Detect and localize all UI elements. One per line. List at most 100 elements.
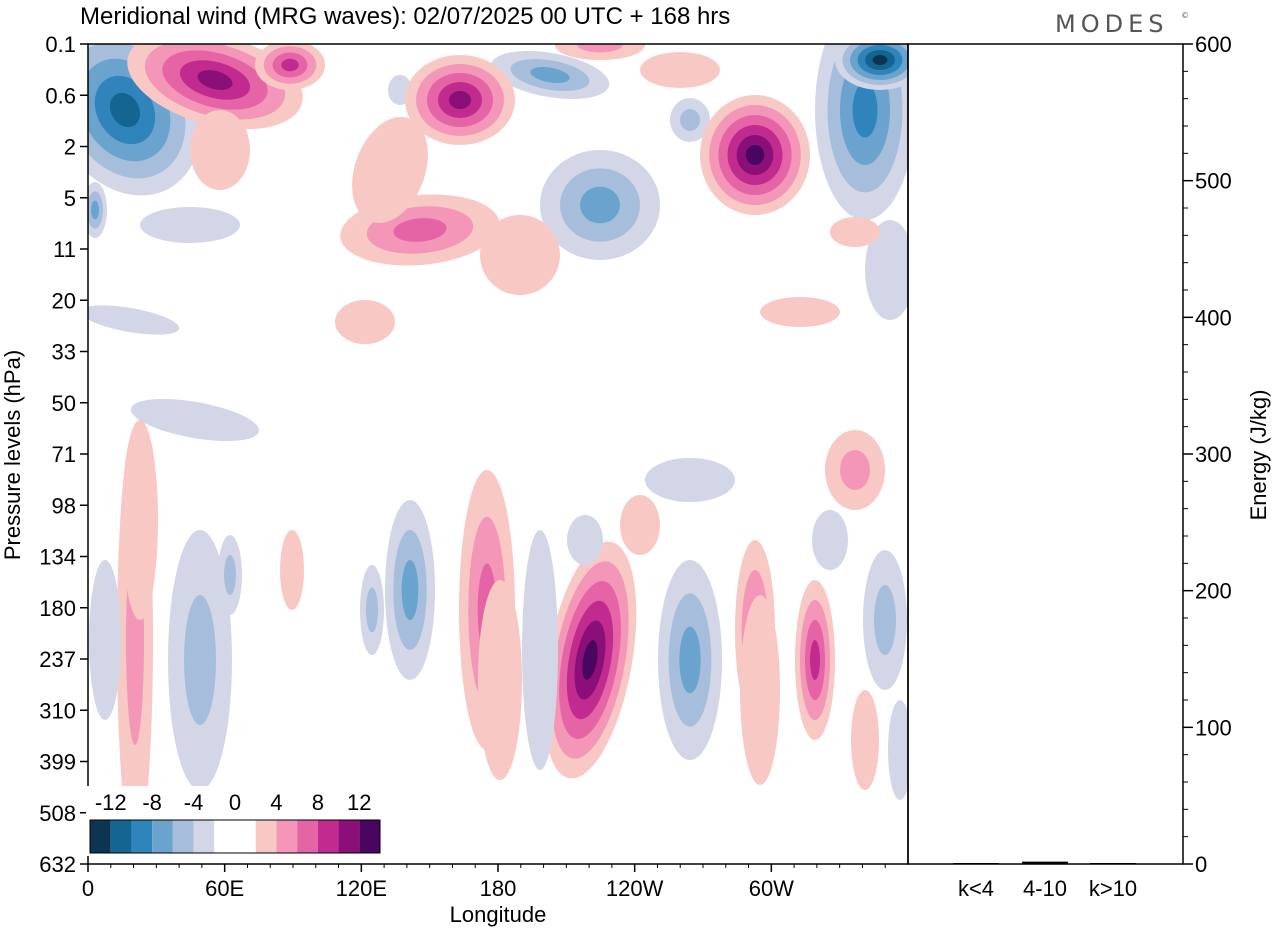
energy-panel: 0 100 200 300 400 500 600 k<4 4-10 k>10 Energy (…: [907, 32, 1271, 901]
neg-contour: [218, 535, 242, 615]
pos-contour: [280, 530, 304, 610]
neg-contour: [89, 560, 121, 720]
colorbar-cells: [89, 819, 381, 854]
neg-contour: [168, 530, 232, 790]
neg-contour: [658, 560, 722, 760]
pos-contour-level: [122, 420, 158, 620]
pos-contour: [335, 300, 395, 344]
colorbar-cell: [276, 820, 298, 853]
neg-contour: [865, 220, 908, 320]
pos-contour-level: [830, 217, 880, 247]
energy-category-label: k<4: [958, 876, 994, 901]
colorbar-cell: [359, 820, 380, 853]
y-tick-label: 71: [52, 442, 76, 467]
pos-contour-level: [335, 300, 395, 344]
neg-contour: [812, 510, 848, 570]
neg-contour-level: [680, 109, 700, 131]
pos-contour: [543, 541, 637, 779]
neg-contour-level: [140, 207, 240, 243]
energy-tick-label: 0: [1195, 852, 1207, 877]
colorbar-cell: [235, 820, 256, 853]
neg-contour-level: [184, 595, 216, 725]
y-tick-label: 98: [52, 493, 76, 518]
pos-contour: [405, 55, 515, 145]
x-tick-label: 180: [480, 876, 517, 901]
neg-contour: [645, 458, 735, 502]
energy-tick-label: 200: [1195, 579, 1232, 604]
energy-tick-label: 600: [1195, 32, 1232, 57]
neg-contour: [360, 565, 384, 655]
neg-contour-level: [888, 700, 908, 800]
chart-title: Meridional wind (MRG waves): 02/07/2025 …: [80, 3, 730, 30]
energy-bars: k<4 4-10 k>10: [953, 861, 1137, 901]
energy-bar: [1022, 861, 1068, 864]
neg-contour: [670, 98, 710, 142]
energy-axis: 0 100 200 300 400 500 600: [1183, 32, 1232, 877]
pos-contour-level: [577, 44, 623, 53]
neg-contour-level: [224, 555, 236, 595]
colorbar-cell: [110, 820, 132, 853]
neg-contour-level: [530, 66, 570, 84]
pos-contour: [480, 215, 560, 295]
pos-contour: [620, 495, 660, 555]
colorbar-cell: [214, 820, 235, 853]
colorbar-cell: [255, 820, 277, 853]
neg-contour: [130, 398, 260, 442]
pos-contour-level: [352, 116, 428, 224]
energy-category-label: k>10: [1089, 876, 1137, 901]
pos-contour: [478, 580, 522, 780]
neg-contour-level: [130, 398, 260, 442]
neg-contour-level: [401, 560, 419, 620]
neg-contour: [567, 515, 603, 565]
neg-contour: [385, 500, 435, 680]
y-tick-label: 20: [52, 288, 76, 313]
colorbar-label: 12: [347, 790, 371, 815]
colorbar: -12 -8 -4 0 4 8 12: [86, 786, 384, 856]
x-tick-label: 120W: [606, 876, 664, 901]
pos-contour-level: [640, 52, 720, 88]
neg-contour-level: [567, 515, 603, 565]
energy-tick-label: 400: [1195, 305, 1232, 330]
y-tick-label: 180: [39, 596, 76, 621]
pressure-axis: 0.1 0.6 2 5 11 20 33 50 71 98 134 180 237 310 399 508 63…: [39, 32, 88, 877]
neg-contour: [88, 182, 107, 238]
neg-contour-level: [812, 510, 848, 570]
neg-contour-level: [865, 220, 908, 320]
neg-contour: [540, 150, 660, 260]
pos-contour-level: [480, 215, 560, 295]
y-tick-label: 0.1: [45, 32, 76, 57]
y-tick-label: 0.6: [45, 83, 76, 108]
neg-contour: [522, 530, 558, 770]
neg-contour-level: [109, 92, 141, 128]
energy-tick-label: 500: [1195, 169, 1232, 194]
y-tick-label: 50: [52, 391, 76, 416]
neg-contour: [835, 44, 908, 90]
energy-tick-label: 300: [1195, 442, 1232, 467]
pos-contour: [830, 217, 880, 247]
colorbar-border: [89, 819, 381, 854]
pos-contour: [122, 420, 158, 620]
y-tick-label: 33: [52, 340, 76, 365]
neg-contour-level: [580, 186, 620, 224]
longitude-axis: 0 60E 120E 180 120W 60W: [82, 864, 886, 901]
pos-contour: [190, 110, 250, 190]
y-tick-label: 237: [39, 647, 76, 672]
pos-contour-level: [582, 640, 598, 680]
pos-contour: [795, 580, 835, 740]
pos-contour-level: [620, 495, 660, 555]
neg-contour-level: [874, 585, 896, 655]
neg-contour-level: [88, 305, 180, 335]
colorbar-label: -4: [184, 790, 204, 815]
y-tick-label: 399: [39, 750, 76, 775]
energy-frame: [907, 43, 1184, 865]
neg-contour-level: [91, 200, 99, 220]
pos-contour: [352, 116, 428, 224]
brand-logo: MODES: [1055, 10, 1168, 38]
x-tick-label: 120E: [336, 876, 387, 901]
neg-contour: [140, 207, 240, 243]
pos-contour: [825, 430, 885, 510]
x-axis-label: Longitude: [450, 902, 547, 927]
colorbar-label: 0: [229, 790, 241, 815]
colorbar-cell: [172, 820, 194, 853]
